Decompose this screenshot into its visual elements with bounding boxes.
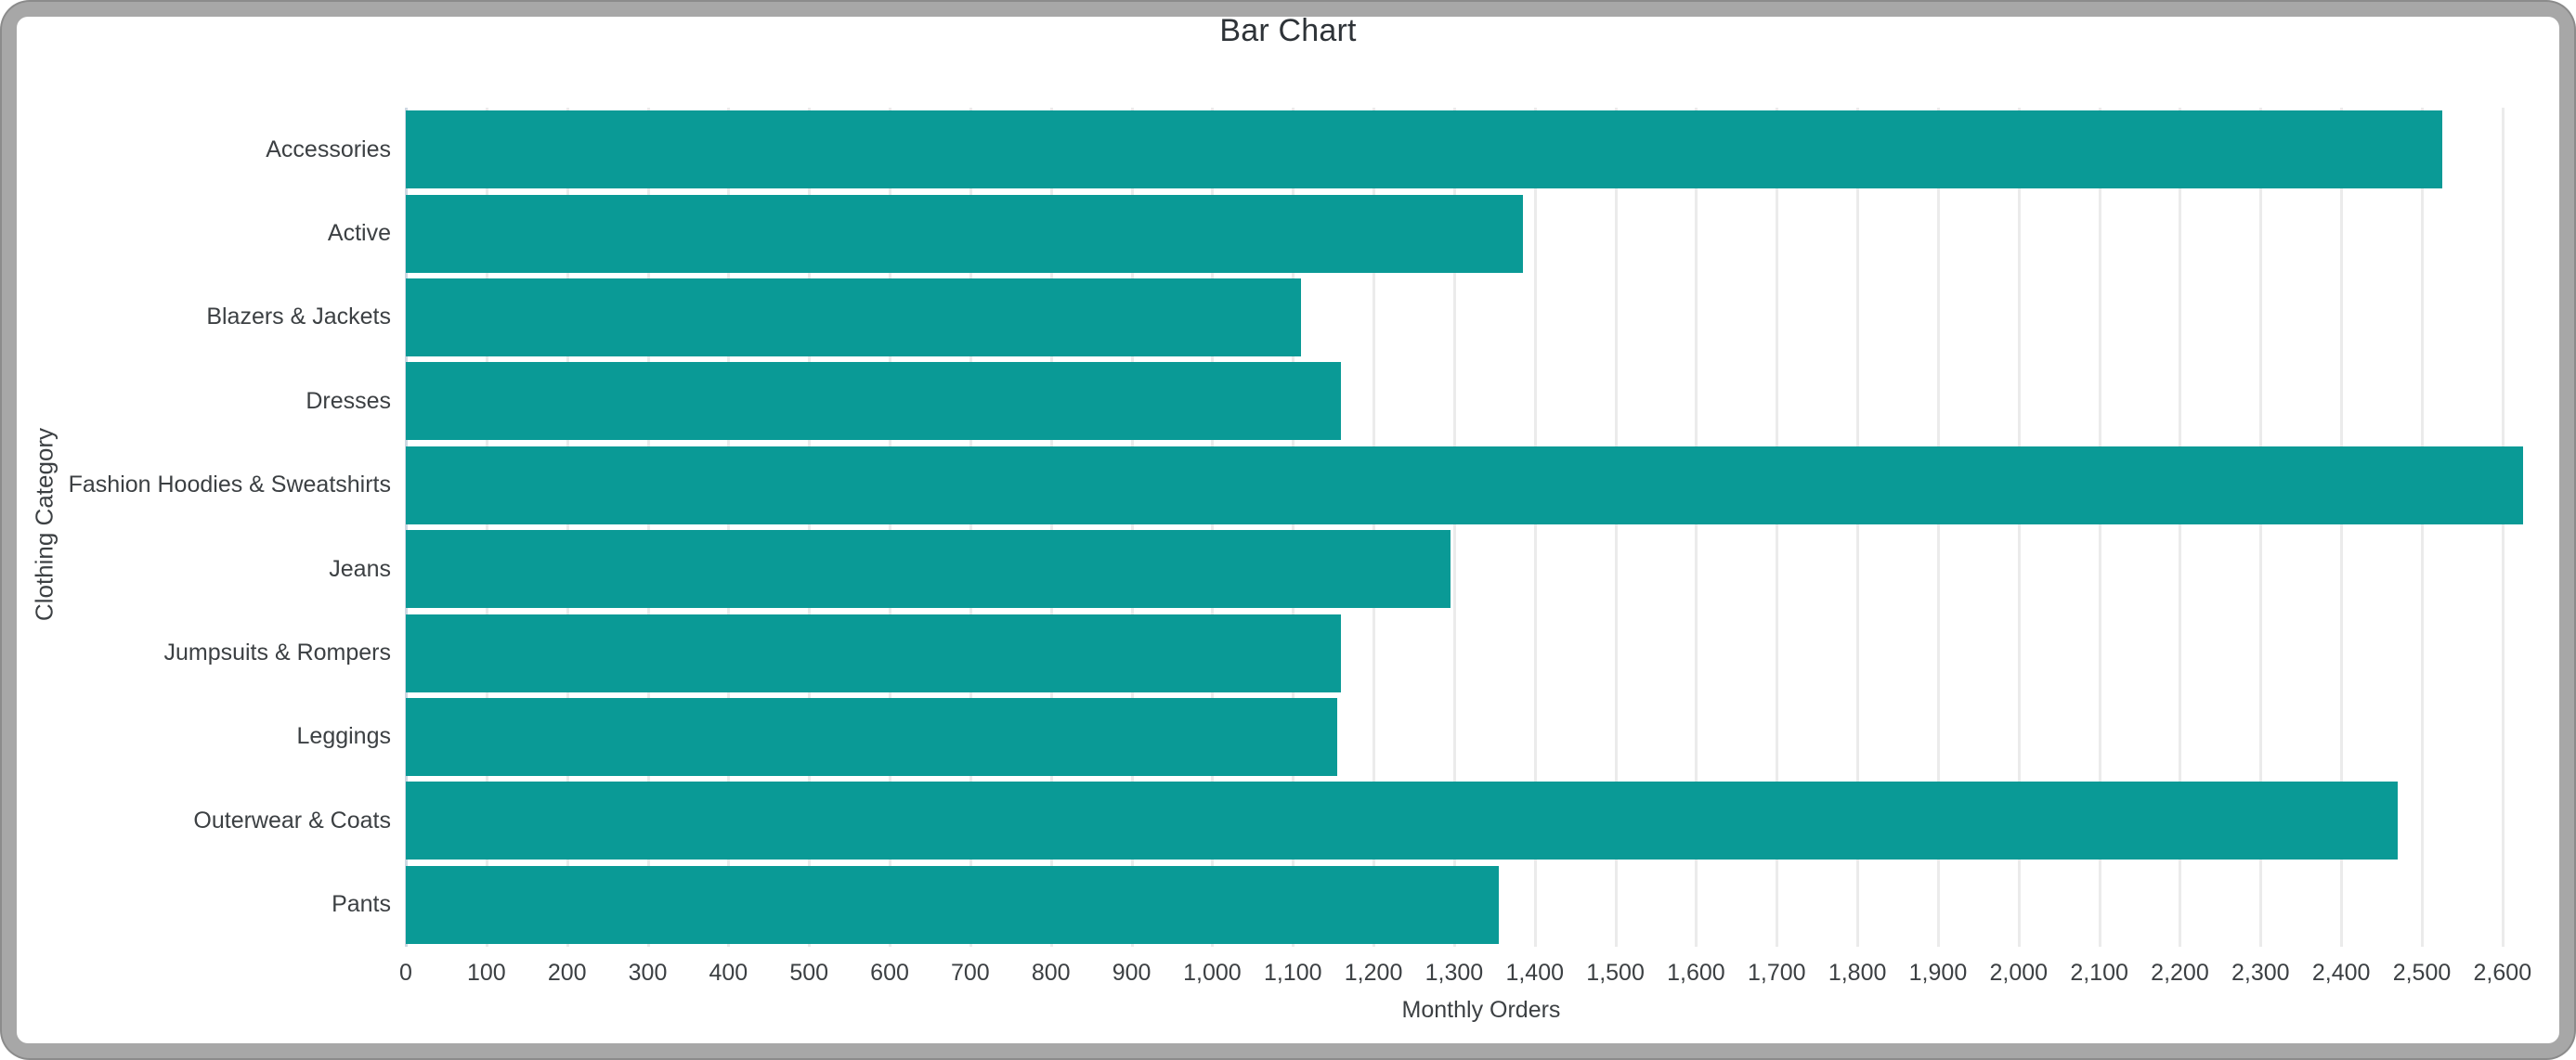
gridline <box>646 108 650 947</box>
gridline <box>889 108 892 947</box>
gridline <box>1130 108 1134 947</box>
x-tick-label: 1,500 <box>1586 960 1645 986</box>
axis-baseline <box>405 108 408 947</box>
gridline <box>2501 108 2504 947</box>
bar-accessories[interactable] <box>406 110 2442 189</box>
bar-fashion-hoodies-sweatshirts[interactable] <box>406 446 2523 524</box>
gridline <box>566 108 569 947</box>
plot-area <box>405 108 2556 947</box>
gridline <box>485 108 488 947</box>
x-tick-label: 1,100 <box>1263 960 1322 986</box>
category-label: Pants <box>332 891 391 918</box>
x-tick-label: 1,700 <box>1747 960 1806 986</box>
bar-active[interactable] <box>406 194 1523 273</box>
category-label: Dresses <box>306 387 391 414</box>
x-tick-label: 1,600 <box>1667 960 1725 986</box>
x-tick-label: 2,400 <box>2311 960 2371 986</box>
category-label: Active <box>327 220 391 247</box>
x-tick-label: 2,000 <box>1989 960 2049 986</box>
gridline <box>1452 108 1456 947</box>
gridline <box>2179 108 2182 947</box>
gridline <box>1292 108 1295 947</box>
x-tick-label: 2,300 <box>2231 960 2290 986</box>
x-tick-label: 2,600 <box>2473 960 2532 986</box>
gridline <box>1533 108 1537 947</box>
x-tick-label: 1,900 <box>1908 960 1968 986</box>
x-tick-label: 1,000 <box>1183 960 1242 986</box>
x-tick-label: 200 <box>547 960 587 986</box>
category-label: Accessories <box>266 136 391 162</box>
gridline <box>2259 108 2263 947</box>
gridline <box>1049 108 1053 947</box>
gridline <box>1614 108 1618 947</box>
gridline <box>1695 108 1698 947</box>
x-tick-label: 900 <box>1112 960 1151 986</box>
chart-title: Bar Chart <box>1219 13 1357 48</box>
gridline <box>2340 108 2344 947</box>
gridline <box>2017 108 2021 947</box>
category-label: Outerwear & Coats <box>193 807 391 834</box>
category-label: Jeans <box>329 555 391 582</box>
x-tick-label: 1,400 <box>1505 960 1565 986</box>
category-label: Leggings <box>296 723 391 750</box>
bar-leggings[interactable] <box>406 698 1337 776</box>
x-tick-label: 1,200 <box>1344 960 1403 986</box>
category-label: Jumpsuits & Rompers <box>163 640 391 666</box>
gridline <box>1936 108 1940 947</box>
gridline <box>1856 108 1860 947</box>
gridline <box>727 108 731 947</box>
x-tick-label: 700 <box>951 960 990 986</box>
category-label: Fashion Hoodies & Sweatshirts <box>68 472 391 498</box>
x-axis-tick-labels: 0 100 200 300 400 500 600 700 800 900 1,000 1,100 1,… <box>399 960 2556 989</box>
x-tick-label: 800 <box>1031 960 1071 986</box>
x-tick-label: 2,500 <box>2392 960 2452 986</box>
x-tick-label: 400 <box>709 960 748 986</box>
x-tick-label: 0 <box>399 960 412 986</box>
category-label: Blazers & Jackets <box>206 304 391 330</box>
x-tick-label: 100 <box>466 960 506 986</box>
bar-jeans[interactable] <box>406 530 1451 609</box>
gridline <box>969 108 972 947</box>
bar-dresses[interactable] <box>406 362 1342 441</box>
bar-outerwear-coats[interactable] <box>406 782 2398 860</box>
x-tick-label: 2,100 <box>2070 960 2128 986</box>
x-axis-title: Monthly Orders <box>1401 997 1561 1023</box>
x-tick-label: 600 <box>870 960 909 986</box>
bar-jumpsuits-rompers[interactable] <box>406 614 1342 692</box>
gridline <box>1211 108 1215 947</box>
gridline <box>2420 108 2424 947</box>
bar-pants[interactable] <box>406 865 1499 944</box>
gridline <box>2098 108 2101 947</box>
x-tick-label: 1,800 <box>1828 960 1887 986</box>
gridline <box>808 108 812 947</box>
x-tick-label: 2,200 <box>2151 960 2209 986</box>
gridline <box>1373 108 1376 947</box>
gridline <box>1776 108 1779 947</box>
x-tick-label: 500 <box>789 960 829 986</box>
bar-blazers-jackets[interactable] <box>406 278 1301 356</box>
x-tick-label: 300 <box>628 960 668 986</box>
y-axis-category-labels: Accessories Active Blazers & Jackets Dresse… <box>17 108 391 947</box>
x-tick-label: 1,300 <box>1425 960 1484 986</box>
